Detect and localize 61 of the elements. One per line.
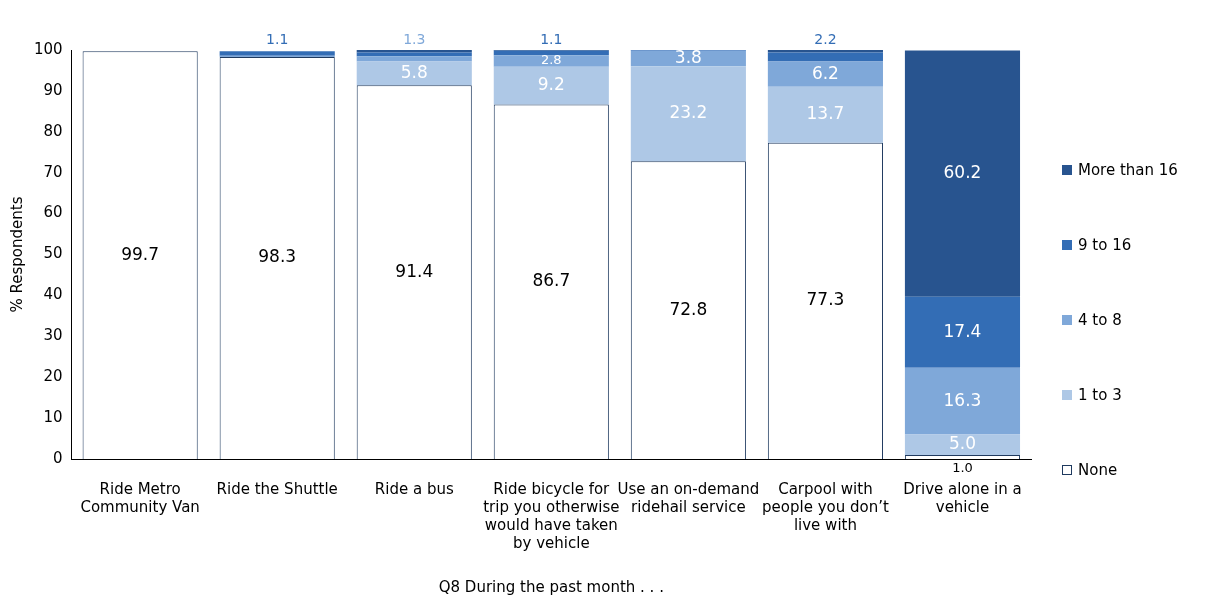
data-label: 86.7 (532, 270, 571, 291)
data-label: 77.3 (806, 289, 845, 310)
data-label: 1.3 (403, 30, 426, 47)
y-tick-label: 20 (43, 367, 63, 386)
x-tick-label: Ride the Shuttle (216, 479, 338, 498)
data-label: 2.2 (814, 30, 837, 47)
text: None (1078, 461, 1118, 479)
data-label: 91.4 (395, 260, 434, 281)
legend-label: 1 to 3 (1078, 386, 1122, 404)
y-tick-label: 90 (43, 80, 63, 99)
data-label: 72.8 (669, 298, 708, 319)
y-tick-label: 40 (43, 285, 63, 304)
data-label: 9.2 (537, 74, 565, 94)
bar (356, 56, 472, 62)
data-label: 1.1 (540, 30, 563, 47)
legend-label: 9 to 16 (1078, 236, 1132, 254)
x-tick-label: Ride a bus (374, 479, 454, 498)
data-label: 5.0 (948, 433, 976, 454)
bar (904, 367, 1021, 435)
x-axis-title: Q8 During the past month . . . (438, 577, 664, 596)
bar (904, 434, 1021, 455)
data-label: 99.7 (121, 243, 160, 264)
data-label: 60.2 (943, 161, 982, 182)
bar (904, 50, 1021, 297)
data-label: 16.3 (943, 389, 982, 410)
data-label: 3.8 (674, 47, 702, 68)
bar (493, 50, 609, 56)
bar (356, 61, 472, 86)
data-label: 23.2 (669, 102, 708, 123)
y-tick-label: 30 (43, 326, 63, 345)
data-label: 2.8 (540, 52, 562, 68)
y-tick-label: 10 (43, 407, 63, 426)
y-axis-title: % Respondents (7, 196, 26, 313)
x-tick-label: Drive alone in a vehicle (903, 479, 1022, 516)
legend-label: 4 to 8 (1078, 311, 1122, 329)
y-tick-label: 80 (43, 121, 63, 140)
y-tick-label: 60 (43, 203, 63, 222)
bar (767, 86, 883, 143)
legend-label: More than 16 (1078, 161, 1178, 179)
bar (904, 296, 1021, 368)
data-label: 1.0 (952, 460, 973, 476)
data-label: 5.8 (400, 61, 428, 82)
y-tick-label: 70 (43, 162, 63, 181)
bar (219, 51, 335, 56)
data-label: 6.2 (811, 62, 839, 83)
data-label: 98.3 (258, 246, 297, 267)
bar (493, 66, 609, 105)
data-label: 13.7 (806, 103, 845, 124)
y-tick-label: 100 (33, 39, 63, 58)
data-label: 17.4 (943, 320, 982, 341)
data-label: 1.1 (266, 30, 289, 47)
y-tick-label: 50 (43, 244, 63, 263)
x-tick-label: Carpool with people you don’t live with (762, 479, 889, 534)
bar (493, 55, 609, 67)
bar (767, 61, 883, 87)
bar (767, 52, 883, 62)
bar (630, 66, 746, 162)
y-tick-label: 0 (53, 448, 63, 467)
bar (630, 50, 746, 67)
x-tick-label: Ride Metro Community Van (80, 479, 200, 516)
bar (356, 52, 472, 57)
